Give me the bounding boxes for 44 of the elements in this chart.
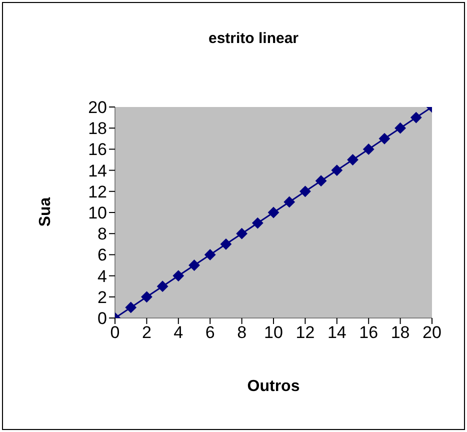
- point: [125, 302, 136, 313]
- x-tick-label: 14: [327, 323, 346, 342]
- x-tick-label: 6: [205, 323, 215, 342]
- point: [141, 291, 152, 302]
- x-axis-title: Outros: [246, 378, 301, 396]
- y-tick-label: 6: [98, 246, 107, 265]
- x-tick-label: 12: [296, 323, 315, 342]
- point: [188, 260, 200, 271]
- point: [363, 144, 374, 155]
- y-tick-label: 0: [98, 309, 107, 328]
- y-tick-label: 18: [88, 119, 107, 138]
- point: [378, 133, 390, 144]
- point: [204, 249, 216, 260]
- point: [220, 238, 232, 250]
- x-tick-label: 0: [110, 323, 120, 342]
- point: [331, 164, 342, 176]
- x-tick-label: 10: [264, 323, 283, 342]
- y-tick-label: 10: [88, 204, 107, 223]
- y-tick-label: 4: [98, 266, 107, 286]
- point: [157, 280, 168, 292]
- point: [252, 218, 264, 229]
- point: [268, 207, 279, 218]
- y-tick-label: 12: [88, 182, 107, 202]
- y-tick-label: 2: [98, 288, 107, 307]
- y-tick-label: 8: [98, 224, 107, 244]
- point: [347, 154, 358, 166]
- y-tick-label: 16: [88, 140, 107, 160]
- point: [316, 175, 327, 186]
- chart-title: estrito linear: [207, 30, 300, 47]
- x-tick-label: 20: [422, 323, 442, 342]
- y-tick-label: 14: [88, 161, 107, 180]
- point: [236, 228, 248, 240]
- y-axis-title: Sua: [37, 197, 55, 227]
- point: [394, 122, 406, 134]
- x-tick-label: 16: [359, 323, 378, 342]
- x-tick-label: 8: [237, 323, 247, 342]
- point: [300, 186, 311, 197]
- point: [284, 196, 295, 208]
- point: [410, 112, 422, 124]
- y-tick-label: 20: [88, 98, 107, 118]
- x-tick-label: 18: [390, 323, 410, 342]
- point: [172, 270, 184, 282]
- x-tick-label: 2: [142, 323, 152, 342]
- x-tick-label: 4: [174, 323, 184, 342]
